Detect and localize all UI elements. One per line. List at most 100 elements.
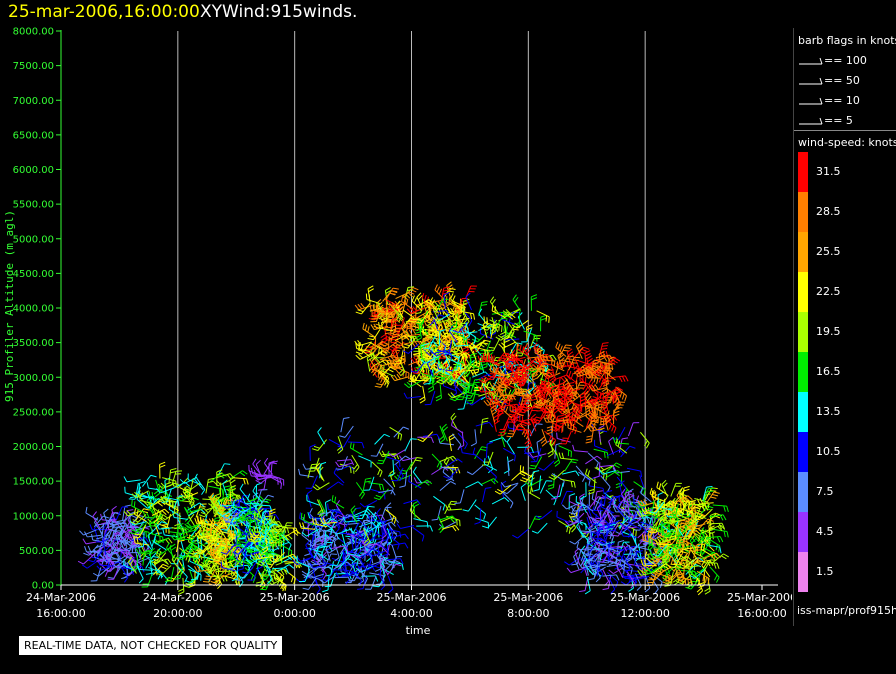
speed-legend-item: 19.5: [798, 312, 896, 352]
wind-barb: [709, 566, 720, 583]
y-tick-label: 6500.00: [13, 130, 54, 141]
wind-barb: [79, 529, 97, 536]
wind-barb: [466, 465, 484, 476]
wind-barb: [156, 549, 168, 565]
wind-barb: [137, 532, 145, 549]
wind-barb: [464, 285, 477, 300]
wind-barb: [164, 566, 175, 583]
wind-barb: [115, 506, 129, 520]
wind-barb: [195, 532, 213, 539]
wind-barb: [370, 488, 386, 500]
wind-barb: [149, 532, 164, 544]
speed-label: 13.5: [816, 405, 841, 418]
wind-barb: [530, 294, 538, 311]
wind-barb: [441, 524, 460, 532]
barb-legend-item: == 10: [798, 94, 860, 107]
wind-barb: [389, 426, 403, 441]
wind-barb: [465, 481, 483, 489]
wind-barb: [371, 461, 383, 478]
wind-barb: [613, 407, 620, 425]
wind-barb: [133, 508, 147, 522]
wind-barb: [270, 460, 278, 477]
wind-barb: [273, 525, 290, 534]
wind-barb: [235, 521, 242, 540]
wind-barb: [198, 506, 215, 518]
wind-barb: [372, 511, 384, 528]
data-source-label: iss-mapr/prof915h: [797, 604, 896, 617]
y-tick-label: 4500.00: [13, 269, 54, 280]
wind-barb: [159, 461, 166, 479]
x-tick-labels: 24-Mar-2006 16:00:00 24-Mar-2006 20:00:00 25…: [26, 585, 792, 620]
wind-barb: [276, 564, 295, 573]
wind-barb: [627, 422, 640, 437]
wind-barb: [531, 371, 539, 389]
barb-legend-label: == 5: [824, 114, 853, 127]
wind-barb: [340, 416, 350, 433]
wind-barb: [176, 493, 195, 501]
wind-barb: [381, 524, 388, 542]
wind-profile-chart: 0.00 500.00 1000.00 1500.00 2000.00 2500.00 30…: [3, 27, 792, 638]
wind-barb: [133, 524, 147, 539]
x-tick-date: 25-Mar-2006: [260, 591, 330, 604]
wind-barb: [306, 489, 313, 508]
wind-barb: [176, 550, 193, 561]
legend-panel: barb flags in knots == 100 == 50 == 10 == 5…: [793, 28, 896, 626]
plot-datetime: 25-mar-2006,16:00:00: [8, 2, 200, 22]
x-tick-time: 20:00:00: [153, 607, 202, 620]
wind-barb: [481, 487, 492, 503]
wind-barb: [640, 487, 652, 503]
wind-barb: [579, 576, 589, 593]
wind-barb: [120, 539, 134, 553]
wind-barb: [82, 538, 100, 545]
wind-barb: [210, 519, 222, 535]
wind-barb: [105, 512, 121, 525]
wind-barb: [312, 482, 330, 491]
color-swatch: [798, 472, 808, 512]
wind-barb: [403, 392, 421, 399]
wind-barb: [498, 341, 516, 349]
wind-barb: [235, 498, 246, 514]
wind-barb: [84, 531, 102, 538]
color-swatch: [798, 432, 808, 472]
speed-legend-title: wind-speed: knots: [798, 136, 896, 149]
wind-barb: [133, 537, 150, 546]
wind-barb: [608, 436, 614, 455]
wind-barb: [491, 497, 510, 505]
wind-barb: [395, 292, 413, 300]
wind-barb: [231, 517, 238, 535]
wind-barb: [317, 427, 326, 445]
wind-barb: [233, 564, 251, 571]
wind-barb: [224, 511, 242, 521]
x-tick-time: 4:00:00: [390, 607, 432, 620]
wind-barb: [497, 421, 509, 436]
wind-barb: [553, 374, 571, 383]
wind-barb: [413, 477, 431, 484]
wind-barb: [262, 509, 271, 527]
wind-barb: [335, 571, 353, 578]
wind-barb: [179, 476, 198, 484]
wind-barb: [190, 565, 201, 581]
wind-barb: [470, 429, 477, 447]
wind-barb: [601, 568, 610, 586]
wind-barb: [105, 532, 117, 547]
wind-barb: [161, 513, 171, 529]
wind-barb: [154, 558, 172, 565]
wind-barb: [165, 497, 180, 512]
wind-barb: [242, 497, 260, 504]
y-tick-label: 3000.00: [13, 373, 54, 384]
color-swatch: [798, 232, 808, 272]
wind-barb: [122, 504, 131, 521]
wind-barb: [102, 537, 109, 556]
wind-barb: [222, 479, 228, 498]
wind-barb: [575, 341, 584, 360]
wind-barb: [268, 476, 283, 489]
barb-flag-icon: [799, 57, 823, 65]
wind-barb: [136, 565, 144, 584]
wind-barb: [212, 531, 224, 548]
wind-barb: [351, 558, 358, 577]
wind-barb: [404, 438, 417, 452]
wind-barb: [151, 521, 168, 533]
wind-barb: [480, 417, 489, 434]
speed-legend-item: 1.5: [798, 552, 896, 592]
speed-legend-item: 13.5: [798, 392, 896, 432]
